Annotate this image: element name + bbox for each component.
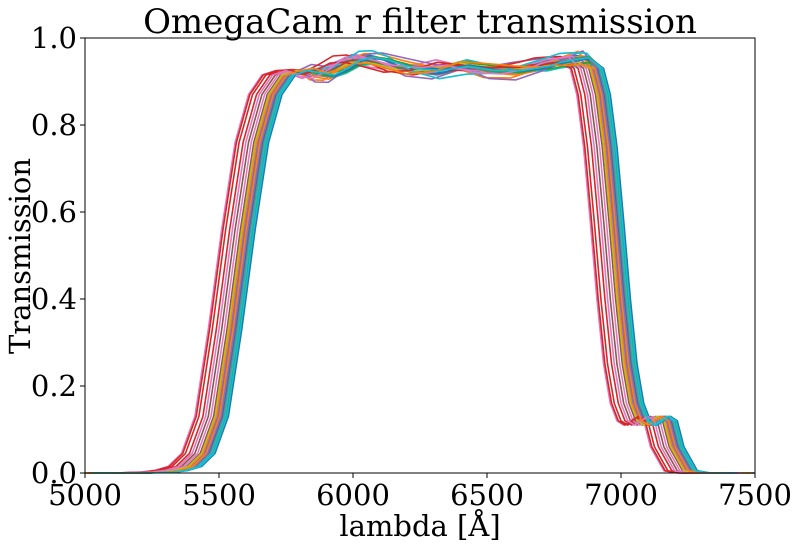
x-tick-label: 6500 bbox=[450, 478, 524, 512]
y-tick-label: 0.2 bbox=[31, 369, 77, 403]
series-layer bbox=[85, 49, 755, 474]
series-line-25 bbox=[85, 60, 729, 474]
x-tick-label: 7000 bbox=[584, 478, 658, 512]
x-tick-label: 5500 bbox=[182, 478, 256, 512]
x-tick-label: 6000 bbox=[316, 478, 390, 512]
series-line-24 bbox=[125, 55, 742, 474]
y-tick-label: 0.0 bbox=[31, 456, 77, 490]
chart-title: OmegaCam r filter transmission bbox=[143, 2, 697, 42]
series-line-26 bbox=[93, 56, 737, 474]
x-axis-label: lambda [Å] bbox=[339, 508, 500, 543]
plot-area bbox=[84, 37, 756, 474]
y-ticks: 0.0 0.2 0.4 0.6 0.8 1.0 bbox=[31, 21, 85, 490]
y-axis-label: Transmission bbox=[3, 158, 37, 354]
y-tick-label: 1.0 bbox=[31, 21, 77, 55]
y-tick-label: 0.6 bbox=[31, 195, 77, 229]
x-ticks: 5000 5500 6000 6500 7000 7500 bbox=[48, 473, 792, 512]
series-line-1 bbox=[85, 53, 755, 474]
y-tick-label: 0.8 bbox=[31, 108, 77, 142]
x-tick-label: 5000 bbox=[48, 478, 122, 512]
x-tick-label: 7500 bbox=[718, 478, 792, 512]
y-tick-label: 0.4 bbox=[31, 282, 77, 316]
series-line-20 bbox=[90, 49, 735, 474]
axes-frame bbox=[84, 37, 756, 474]
